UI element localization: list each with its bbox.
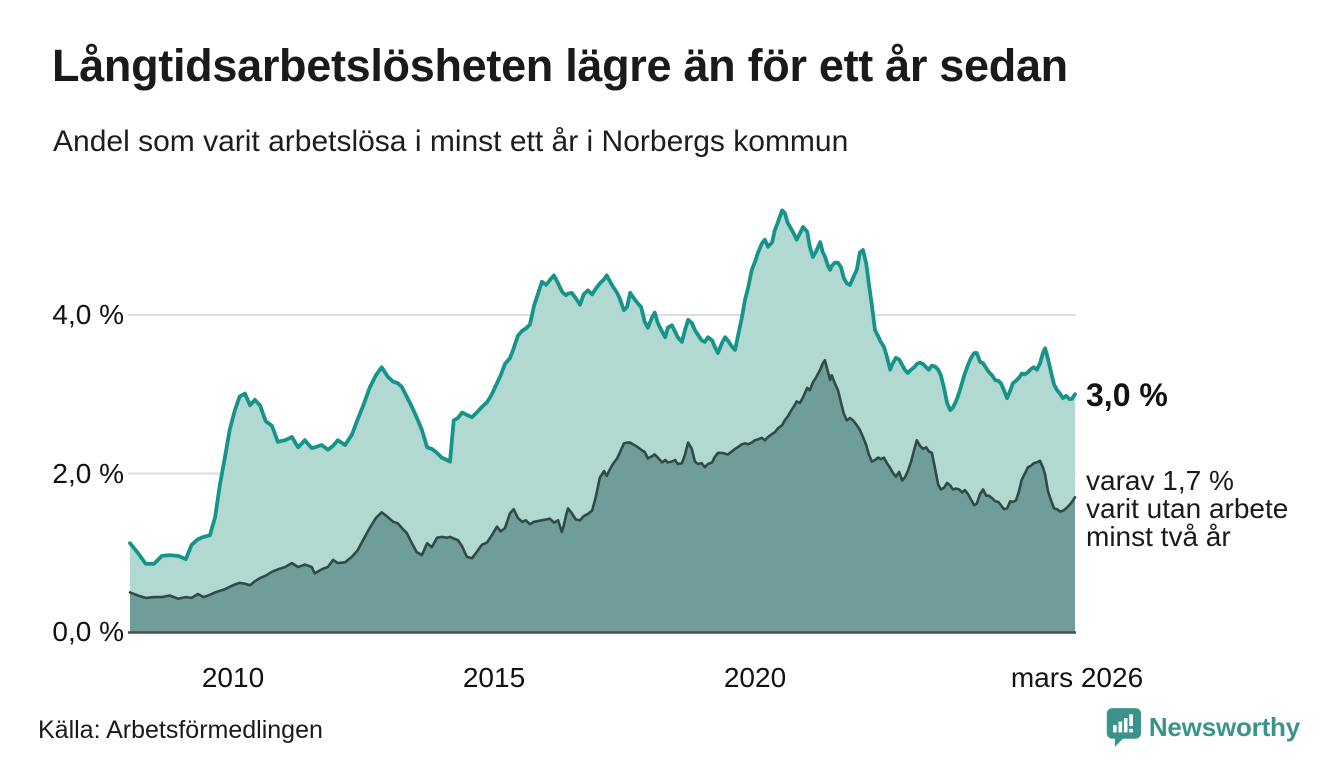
newsworthy-logo[interactable]: Newsworthy (1105, 706, 1300, 748)
area-unemployed-min-2yr (130, 360, 1075, 632)
series1-end-value-label: 3,0 % (1086, 377, 1168, 414)
x-tick-label-2020: 2020 (723, 662, 787, 693)
line-unemployed-min-1yr (128, 208, 1077, 566)
area-unemployed-min-1yr (130, 210, 1075, 632)
x-tick-label-2010: 2010 (201, 662, 265, 693)
series2-end-label-line1: varav 1,7 % (1086, 465, 1234, 497)
series2-end-label-line2: varit utan arbete (1086, 493, 1289, 525)
newsworthy-logo-text: Newsworthy (1148, 711, 1300, 742)
x-tick-label-2015: 2015 (462, 662, 526, 693)
line-unemployed-min-2yr (128, 358, 1077, 600)
y-tick-label-0: 0,0 % (52, 616, 124, 647)
source-note: Källa: Arbetsförmedlingen (38, 716, 323, 744)
x-tick-label-mars-2026: mars 2026 (1010, 662, 1144, 693)
chart-subtitle: Andel som varit arbetslösa i minst ett å… (53, 125, 849, 158)
page-title: Långtidsarbetslösheten lägre än för ett … (52, 40, 1068, 91)
y-tick-label-2: 2,0 % (52, 457, 124, 489)
series2-end-value-label: varav 1,7 % varit utan arbete minst två … (1086, 467, 1288, 551)
series2-end-label-line3: minst två år (1086, 521, 1231, 553)
newsworthy-bubble-bar-chart-icon (1106, 708, 1141, 747)
y-tick-label-4: 4,0 % (52, 299, 124, 330)
